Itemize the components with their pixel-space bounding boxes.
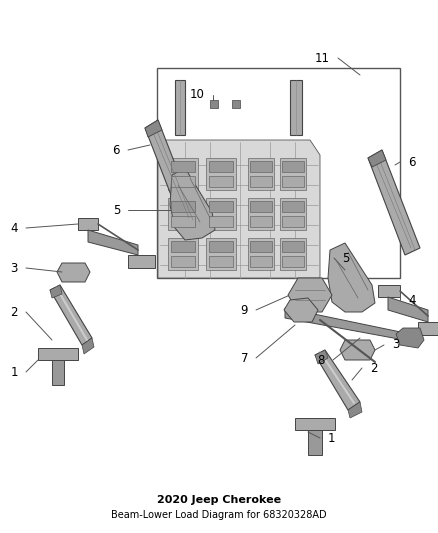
Polygon shape — [250, 256, 272, 267]
Polygon shape — [57, 263, 90, 282]
Polygon shape — [170, 168, 215, 240]
Polygon shape — [248, 158, 274, 190]
Text: Beam-Lower Load Diagram for 68320328AD: Beam-Lower Load Diagram for 68320328AD — [111, 510, 327, 520]
Polygon shape — [171, 216, 195, 227]
Text: 3: 3 — [392, 338, 399, 351]
Polygon shape — [171, 176, 195, 187]
Polygon shape — [280, 238, 306, 270]
Polygon shape — [368, 150, 420, 255]
Polygon shape — [280, 198, 306, 230]
Polygon shape — [209, 256, 233, 267]
Text: 11: 11 — [315, 52, 330, 64]
Polygon shape — [250, 161, 272, 172]
Polygon shape — [145, 120, 162, 137]
Polygon shape — [171, 256, 195, 267]
Polygon shape — [284, 298, 318, 322]
Polygon shape — [328, 243, 375, 312]
Polygon shape — [418, 322, 438, 335]
Polygon shape — [282, 256, 304, 267]
Polygon shape — [209, 216, 233, 227]
Polygon shape — [378, 285, 400, 297]
Text: 10: 10 — [190, 88, 205, 101]
Polygon shape — [282, 176, 304, 187]
Polygon shape — [206, 198, 236, 230]
Polygon shape — [282, 161, 304, 172]
Polygon shape — [232, 100, 240, 108]
Text: 6: 6 — [408, 156, 416, 168]
Polygon shape — [348, 402, 362, 418]
Text: 5: 5 — [342, 252, 350, 264]
Text: 3: 3 — [11, 262, 18, 274]
Text: 2020 Jeep Cherokee: 2020 Jeep Cherokee — [157, 495, 281, 505]
Polygon shape — [248, 198, 274, 230]
Polygon shape — [340, 340, 375, 360]
Polygon shape — [168, 238, 198, 270]
Polygon shape — [50, 285, 92, 345]
Polygon shape — [171, 201, 195, 212]
Text: 4: 4 — [408, 294, 416, 306]
Polygon shape — [168, 158, 198, 190]
Text: 2: 2 — [11, 305, 18, 319]
Polygon shape — [315, 350, 360, 410]
Polygon shape — [315, 350, 328, 364]
Polygon shape — [282, 201, 304, 212]
Polygon shape — [38, 348, 78, 360]
Polygon shape — [250, 241, 272, 252]
Polygon shape — [158, 140, 320, 278]
Polygon shape — [52, 360, 64, 385]
Polygon shape — [285, 308, 415, 342]
Polygon shape — [168, 198, 198, 230]
Polygon shape — [388, 297, 428, 322]
Polygon shape — [145, 120, 196, 226]
Text: 9: 9 — [240, 303, 248, 317]
Polygon shape — [209, 161, 233, 172]
Polygon shape — [171, 161, 195, 172]
Polygon shape — [209, 241, 233, 252]
Polygon shape — [250, 176, 272, 187]
Polygon shape — [282, 216, 304, 227]
Polygon shape — [250, 201, 272, 212]
Polygon shape — [288, 278, 332, 312]
Polygon shape — [175, 80, 185, 135]
Polygon shape — [209, 176, 233, 187]
Text: 6: 6 — [113, 143, 120, 157]
Text: 2: 2 — [370, 361, 378, 375]
Polygon shape — [78, 218, 98, 230]
Text: 1: 1 — [328, 432, 336, 445]
Text: 8: 8 — [318, 353, 325, 367]
Polygon shape — [308, 430, 322, 455]
Polygon shape — [280, 158, 306, 190]
Text: 1: 1 — [11, 366, 18, 378]
Polygon shape — [396, 328, 424, 348]
Polygon shape — [368, 150, 386, 167]
Polygon shape — [50, 285, 62, 298]
Polygon shape — [206, 158, 236, 190]
Polygon shape — [210, 100, 218, 108]
Polygon shape — [290, 80, 302, 135]
Polygon shape — [88, 230, 138, 255]
Polygon shape — [128, 255, 155, 268]
Text: 4: 4 — [11, 222, 18, 235]
Polygon shape — [295, 418, 335, 430]
Polygon shape — [171, 241, 195, 252]
Polygon shape — [282, 241, 304, 252]
Text: 7: 7 — [240, 351, 248, 365]
Polygon shape — [250, 216, 272, 227]
Polygon shape — [248, 238, 274, 270]
Polygon shape — [206, 238, 236, 270]
Text: 5: 5 — [113, 204, 120, 216]
Polygon shape — [209, 201, 233, 212]
Polygon shape — [82, 338, 94, 354]
